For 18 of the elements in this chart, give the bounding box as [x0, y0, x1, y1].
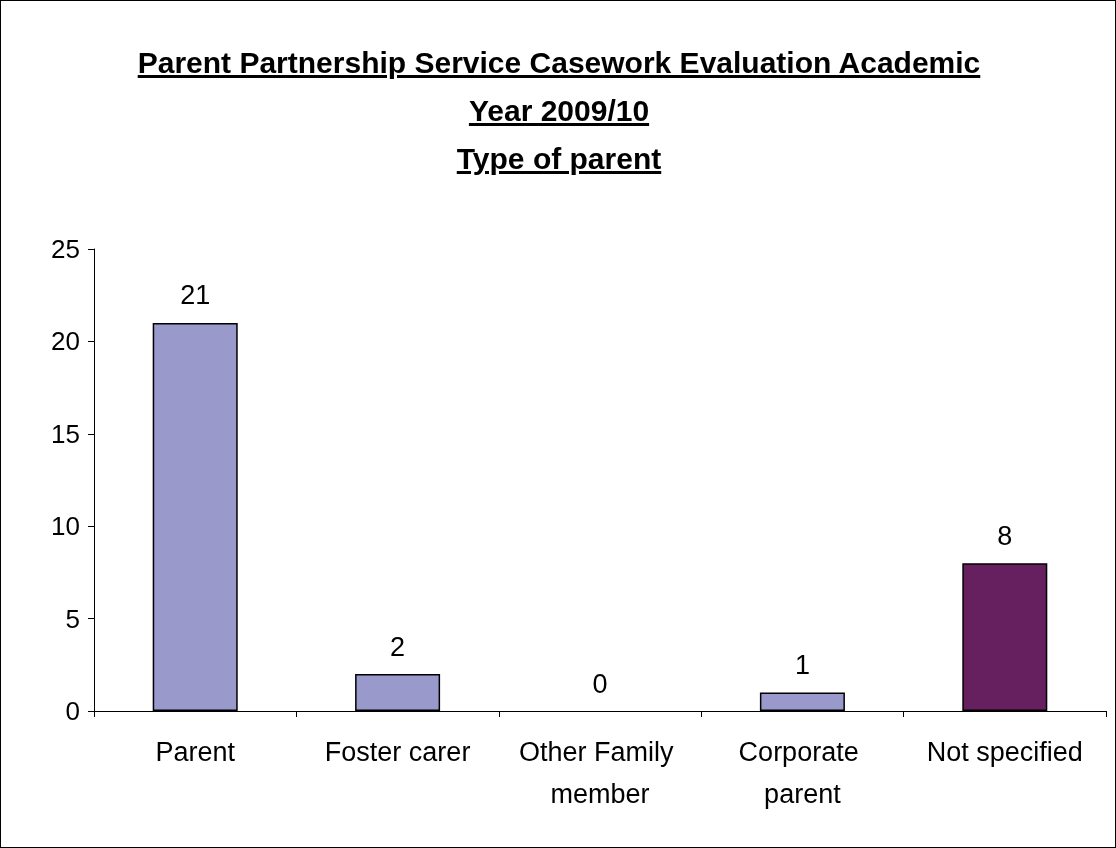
data-label: 8 [997, 520, 1013, 551]
data-label: 2 [390, 631, 406, 662]
y-tick-label: 25 [51, 234, 80, 264]
y-tick-label: 5 [65, 603, 80, 634]
chart-subtitle: Type of parent [456, 142, 662, 175]
x-tick-label: Other Family member [518, 737, 682, 809]
x-tick-label: Foster carer [324, 737, 471, 767]
data-label: 0 [592, 668, 608, 699]
y-tick-label: 0 [65, 696, 80, 726]
x-tick-label: Not specified [926, 737, 1083, 767]
y-tick-label: 20 [51, 326, 80, 357]
x-tick-label: Corporate parent [738, 737, 867, 809]
x-tick-label: Parent [155, 737, 236, 767]
chart-title: Parent Partnership Service Casework Evaluation Academic Year 2009/10 [137, 46, 981, 127]
y-tick-label: 10 [51, 511, 80, 542]
data-label: 1 [794, 650, 810, 681]
y-tick-label: 15 [51, 418, 80, 449]
data-label: 21 [180, 280, 211, 311]
